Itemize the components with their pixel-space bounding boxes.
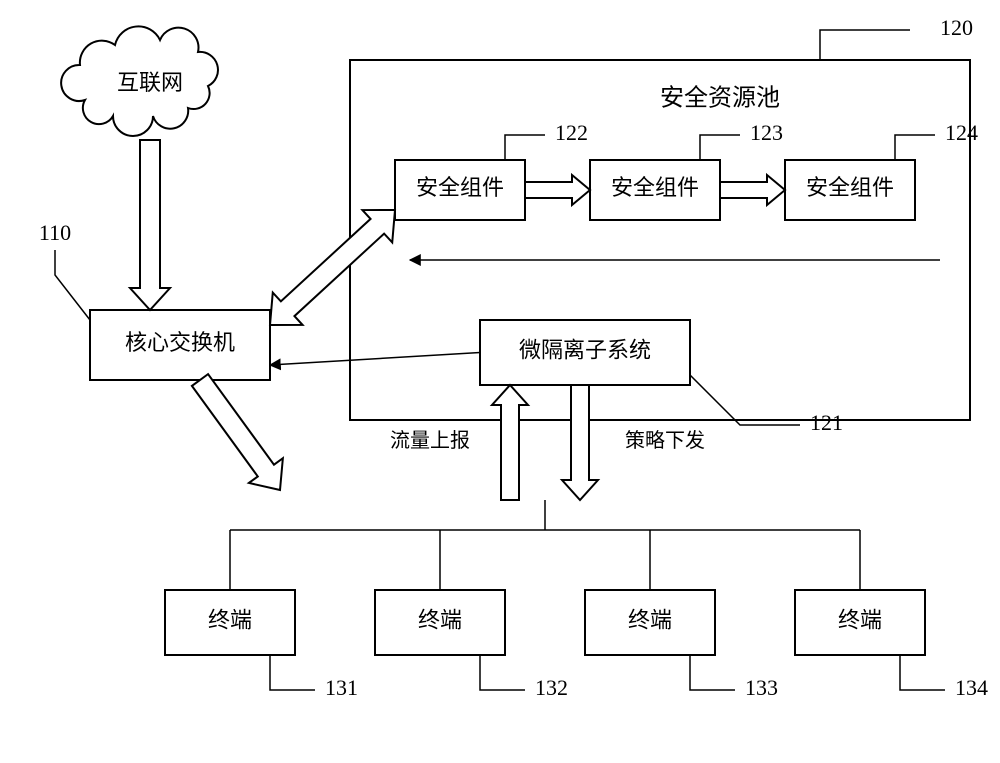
terminal-label-2: 终端: [628, 608, 672, 633]
leader-132: [480, 655, 525, 690]
ref-121: 121: [810, 410, 843, 435]
ref-122: 122: [555, 120, 588, 145]
leader-133: [690, 655, 735, 690]
terminal-label-1: 终端: [418, 608, 462, 633]
label-report: 流量上报: [390, 429, 470, 452]
micro-label: 微隔离子系统: [519, 338, 651, 363]
ref-124: 124: [945, 120, 978, 145]
label-policy: 策略下发: [625, 429, 705, 452]
ref-110: 110: [39, 220, 71, 245]
security-component-label-0: 安全组件: [416, 175, 504, 200]
cloud-label: 互联网: [117, 70, 183, 95]
ref-134: 134: [955, 675, 988, 700]
arrow-cloud-core: [130, 140, 170, 310]
ref-133: 133: [745, 675, 778, 700]
ref-123: 123: [750, 120, 783, 145]
pool-title: 安全资源池: [660, 85, 780, 112]
leader-120: [820, 30, 910, 60]
arrow-report-up: [492, 385, 528, 500]
leader-110: [55, 250, 90, 320]
security-component-label-2: 安全组件: [806, 175, 894, 200]
ref-132: 132: [535, 675, 568, 700]
leader-134: [900, 655, 945, 690]
terminal-label-0: 终端: [208, 608, 252, 633]
core-switch-label: 核心交换机: [125, 330, 235, 355]
terminal-label-3: 终端: [838, 608, 882, 633]
architecture-diagram: 互联网安全资源池 120 安全组件 122 安全组件 123 安全组件 124 微隔离子系统 12…: [0, 0, 1000, 763]
ref-120: 120: [940, 15, 973, 40]
arrow-core-down: [192, 374, 283, 490]
ref-131: 131: [325, 675, 358, 700]
security-component-label-1: 安全组件: [611, 175, 699, 200]
leader-131: [270, 655, 315, 690]
